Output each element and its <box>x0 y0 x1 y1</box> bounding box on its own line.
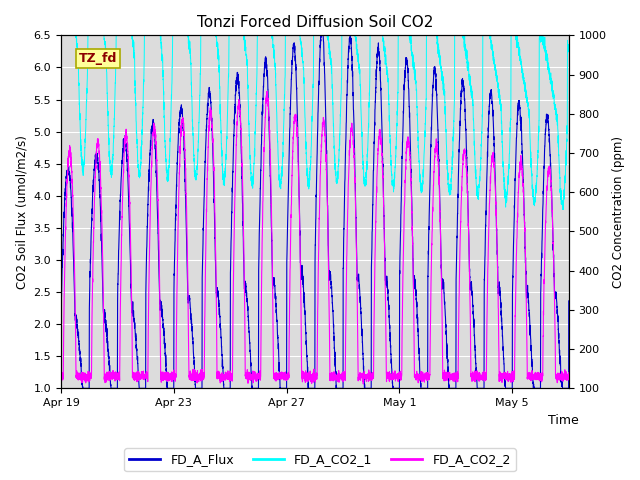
Y-axis label: CO2 Concentration (ppm): CO2 Concentration (ppm) <box>612 136 625 288</box>
Title: Tonzi Forced Diffusion Soil CO2: Tonzi Forced Diffusion Soil CO2 <box>196 15 433 30</box>
Y-axis label: CO2 Soil Flux (umol/m2/s): CO2 Soil Flux (umol/m2/s) <box>15 135 28 289</box>
Text: TZ_fd: TZ_fd <box>79 52 117 65</box>
X-axis label: Time: Time <box>548 414 579 427</box>
Legend: FD_A_Flux, FD_A_CO2_1, FD_A_CO2_2: FD_A_Flux, FD_A_CO2_1, FD_A_CO2_2 <box>124 448 516 471</box>
